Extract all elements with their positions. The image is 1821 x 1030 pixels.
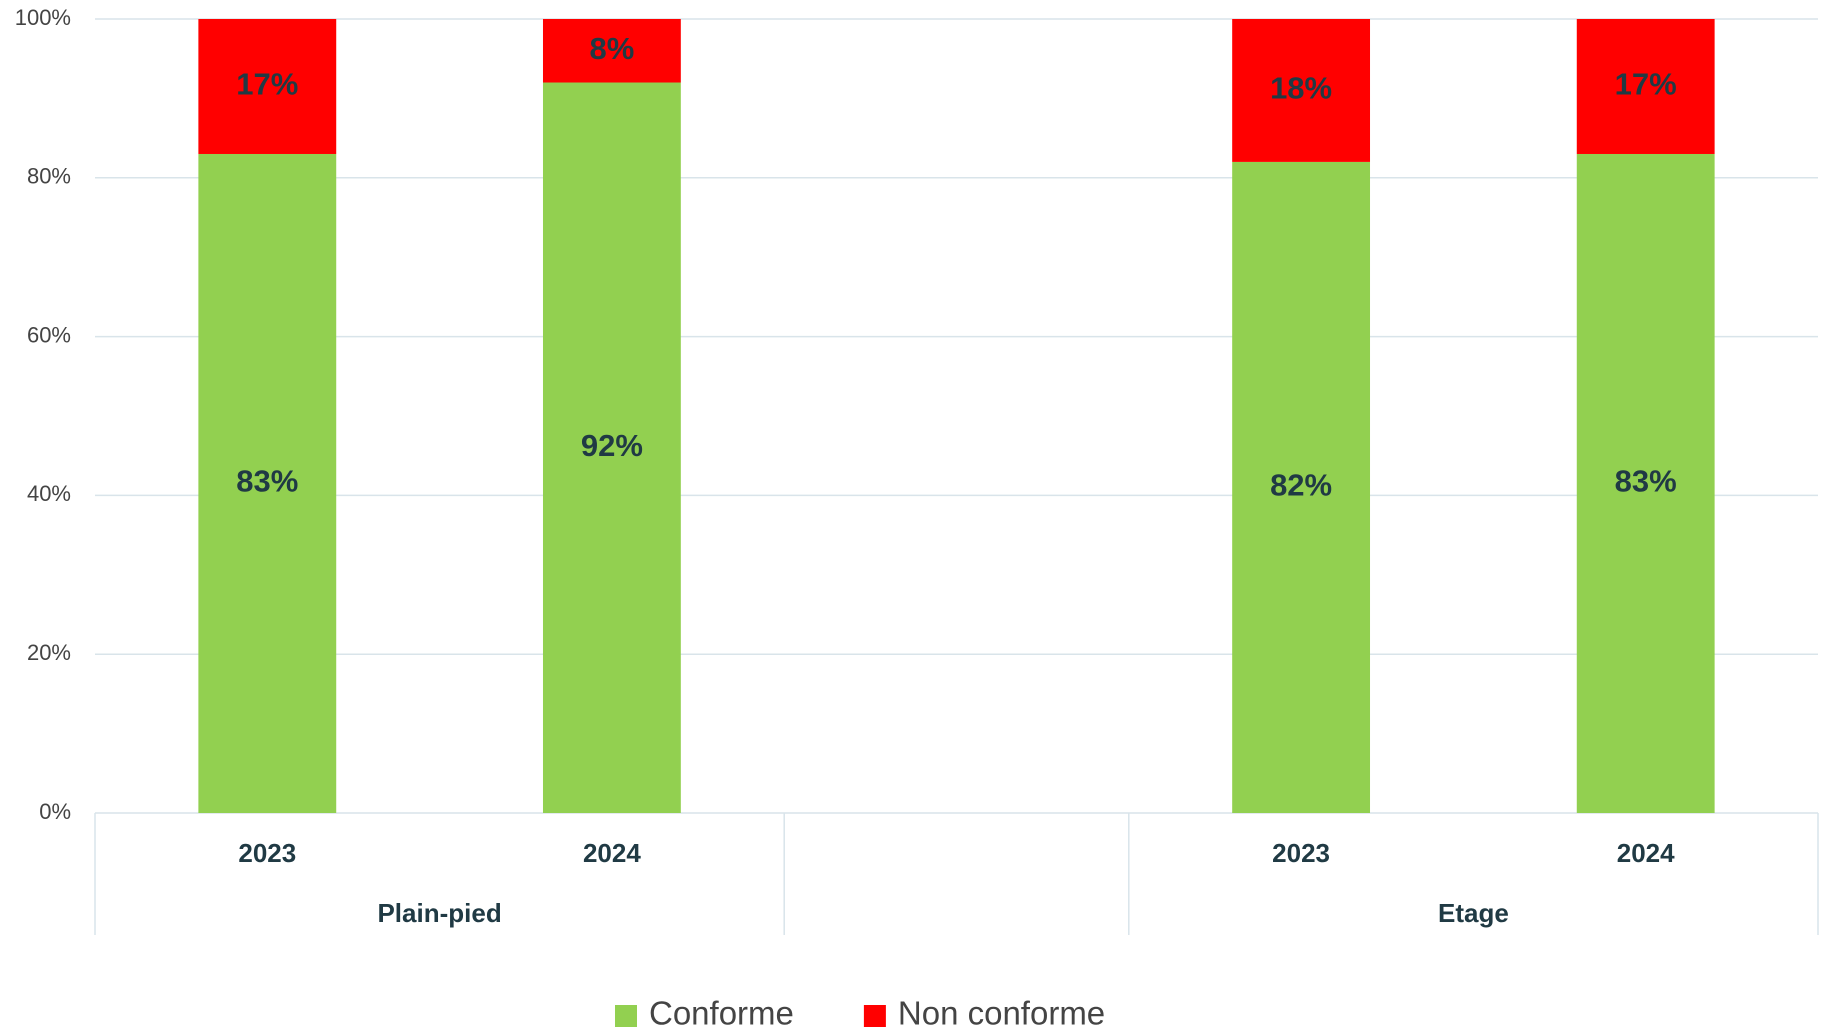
bar-segment: [1232, 19, 1371, 162]
data-label: 17%: [236, 67, 298, 102]
data-label: 18%: [1270, 71, 1332, 106]
y-tick-label: 20%: [27, 640, 71, 665]
data-label: 17%: [1615, 67, 1677, 102]
data-label: 8%: [589, 31, 634, 66]
data-label: 82%: [1270, 468, 1332, 503]
group-label: Plain-pied: [377, 898, 501, 928]
data-label: 83%: [236, 464, 298, 499]
legend-swatch: [615, 1005, 637, 1027]
x-tick-label: 2023: [238, 838, 296, 868]
group-label: Etage: [1438, 898, 1509, 928]
bar-segment: [1576, 153, 1715, 814]
y-tick-label: 0%: [39, 799, 71, 824]
bar-segment: [1576, 19, 1715, 154]
data-label: 83%: [1615, 464, 1677, 499]
legend-label: Conforme: [649, 995, 794, 1030]
x-tick-label: 2023: [1272, 838, 1330, 868]
bar-segment: [1232, 161, 1371, 814]
bar-segment: [198, 153, 337, 814]
data-label: 92%: [581, 428, 643, 463]
bar-segment: [542, 19, 681, 83]
y-tick-label: 80%: [27, 164, 71, 189]
bar-segment: [542, 82, 681, 813]
legend-swatch: [863, 1005, 886, 1027]
x-tick-label: 2024: [1617, 838, 1675, 868]
y-tick-label: 60%: [27, 322, 71, 347]
bar-segment: [198, 19, 337, 154]
x-tick-label: 2024: [583, 838, 641, 868]
y-tick-label: 100%: [15, 5, 71, 30]
legend-label: Non conforme: [898, 995, 1105, 1030]
y-tick-label: 40%: [27, 481, 71, 506]
